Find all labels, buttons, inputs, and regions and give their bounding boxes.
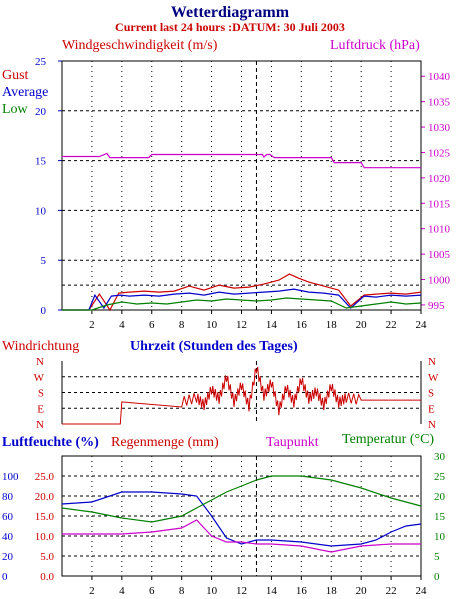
rain-y-tick-label: 25.0 [35, 471, 55, 483]
pressure-axis-title: Luftdruck (hPa) [330, 38, 420, 53]
time-axis-label: Uhrzeit (Stunden des Tages) [130, 339, 298, 354]
series-low [62, 297, 422, 311]
wind-x-tick-label: 22 [386, 319, 397, 331]
rain-y-tick-label: 20.0 [35, 491, 55, 503]
series-gust [62, 273, 422, 312]
humidity-x-tick-label: 6 [149, 585, 155, 597]
humidity-x-tick-label: 8 [179, 585, 185, 597]
temp-y-tick-label: 20 [434, 491, 446, 503]
temp-y-tick-label: 5 [434, 551, 440, 563]
wind-chart-title: Windgeschwindigkeit (m/s) [62, 38, 218, 53]
humidity-y-tick-label: 80 [2, 491, 14, 503]
direction-y-label-left: W [34, 372, 45, 384]
temp-y-tick-label: 0 [434, 571, 440, 583]
series-taupunkt [62, 519, 421, 553]
wind-y-tick-label: 15 [35, 156, 47, 168]
direction-y-label-left: N [36, 419, 44, 431]
wind-x-tick-label: 4 [119, 319, 125, 331]
temp-y-tick-label: 30 [434, 451, 446, 463]
humidity-y-tick-label: 40 [2, 531, 14, 543]
direction-y-label-right: W [428, 372, 439, 384]
pressure-y-tick-label: 1005 [428, 249, 451, 261]
wind-x-tick-label: 18 [326, 319, 338, 331]
legend-low: Low [2, 102, 29, 117]
temperature-title: Temperatur (°C) [342, 432, 434, 447]
wind-x-tick-label: 2 [89, 319, 95, 331]
page-title: Wetterdiagramm [171, 4, 290, 21]
wind-x-tick-label: 8 [179, 319, 185, 331]
wind-x-tick-label: 12 [236, 319, 247, 331]
direction-chart-title: Windrichtung [2, 339, 79, 354]
wind-x-tick-label: 16 [296, 319, 308, 331]
rain-y-tick-label: 5.0 [40, 551, 54, 563]
series-windrichtung [62, 366, 421, 425]
pressure-y-tick-label: 1010 [428, 224, 451, 236]
humidity-x-tick-label: 24 [416, 585, 428, 597]
temp-y-tick-label: 25 [434, 471, 446, 483]
wind-y-tick-label: 20 [35, 106, 47, 118]
wind-chart-frame [61, 60, 422, 311]
rain-title: Regenmenge (mm) [111, 435, 219, 450]
humidity-x-tick-label: 22 [386, 585, 397, 597]
pressure-y-tick-label: 1030 [428, 122, 451, 134]
series-average [62, 288, 422, 311]
humidity-x-tick-label: 16 [296, 585, 308, 597]
humidity-x-tick-label: 2 [89, 585, 95, 597]
temp-y-tick-label: 10 [434, 531, 446, 543]
wind-x-tick-label: 10 [206, 319, 218, 331]
pressure-y-tick-label: 1025 [428, 147, 451, 159]
series-temperatur [61, 475, 422, 523]
wind-x-tick-label: 20 [356, 319, 368, 331]
humidity-x-tick-label: 18 [326, 585, 338, 597]
dewpoint-title: Taupunkt [266, 435, 319, 450]
wind-y-tick-label: 10 [35, 205, 47, 217]
wind-x-tick-label: 24 [416, 319, 428, 331]
page-subtitle: Current last 24 hours :DATUM: 30 Juli 20… [115, 20, 345, 34]
humidity-x-tick-label: 14 [266, 585, 278, 597]
temp-y-tick-label: 15 [434, 511, 446, 523]
pressure-y-tick-label: 995 [428, 300, 445, 312]
humidity-title: Luftfeuchte (%) [2, 435, 99, 450]
humidity-y-tick-label: 0 [2, 571, 8, 583]
direction-y-label-left: N [36, 356, 44, 368]
direction-y-label-right: S [428, 388, 434, 400]
direction-y-label-right: N [428, 419, 436, 431]
humidity-y-tick-label: 60 [2, 511, 14, 523]
direction-y-label-right: N [428, 356, 436, 368]
humidity-x-tick-label: 20 [356, 585, 368, 597]
series-luftdruck [62, 152, 421, 169]
rain-y-tick-label: 0.0 [40, 571, 54, 583]
wind-x-tick-label: 14 [266, 319, 278, 331]
wind-x-tick-label: 6 [149, 319, 155, 331]
pressure-y-tick-label: 1040 [428, 71, 451, 83]
direction-y-label-right: E [428, 403, 435, 415]
wind-y-tick-label: 25 [35, 56, 47, 68]
humidity-x-tick-label: 12 [236, 585, 247, 597]
pressure-y-tick-label: 1020 [428, 173, 451, 185]
series-luftfeuchte [61, 491, 422, 547]
legend-average: Average [2, 85, 48, 100]
humidity-y-tick-label: 20 [2, 551, 14, 563]
legend-gust: Gust [2, 68, 29, 83]
direction-y-label-left: S [38, 388, 44, 400]
pressure-y-tick-label: 1035 [428, 97, 451, 109]
humidity-y-tick-label: 100 [2, 471, 19, 483]
rain-y-tick-label: 10.0 [35, 531, 55, 543]
wind-y-tick-label: 0 [41, 305, 47, 317]
humidity-x-tick-label: 4 [119, 585, 125, 597]
pressure-y-tick-label: 1000 [428, 275, 451, 287]
direction-y-label-left: E [37, 403, 44, 415]
wind-y-tick-label: 5 [41, 255, 47, 267]
humidity-x-tick-label: 10 [206, 585, 218, 597]
pressure-y-tick-label: 1015 [428, 198, 451, 210]
rain-y-tick-label: 15.0 [35, 511, 55, 523]
